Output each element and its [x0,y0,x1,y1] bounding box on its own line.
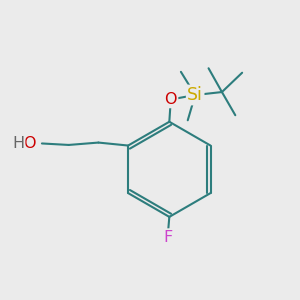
Text: Si: Si [187,86,203,104]
Text: H: H [12,136,24,151]
Text: O: O [23,136,35,151]
Text: O: O [165,92,177,107]
Text: F: F [163,230,172,244]
